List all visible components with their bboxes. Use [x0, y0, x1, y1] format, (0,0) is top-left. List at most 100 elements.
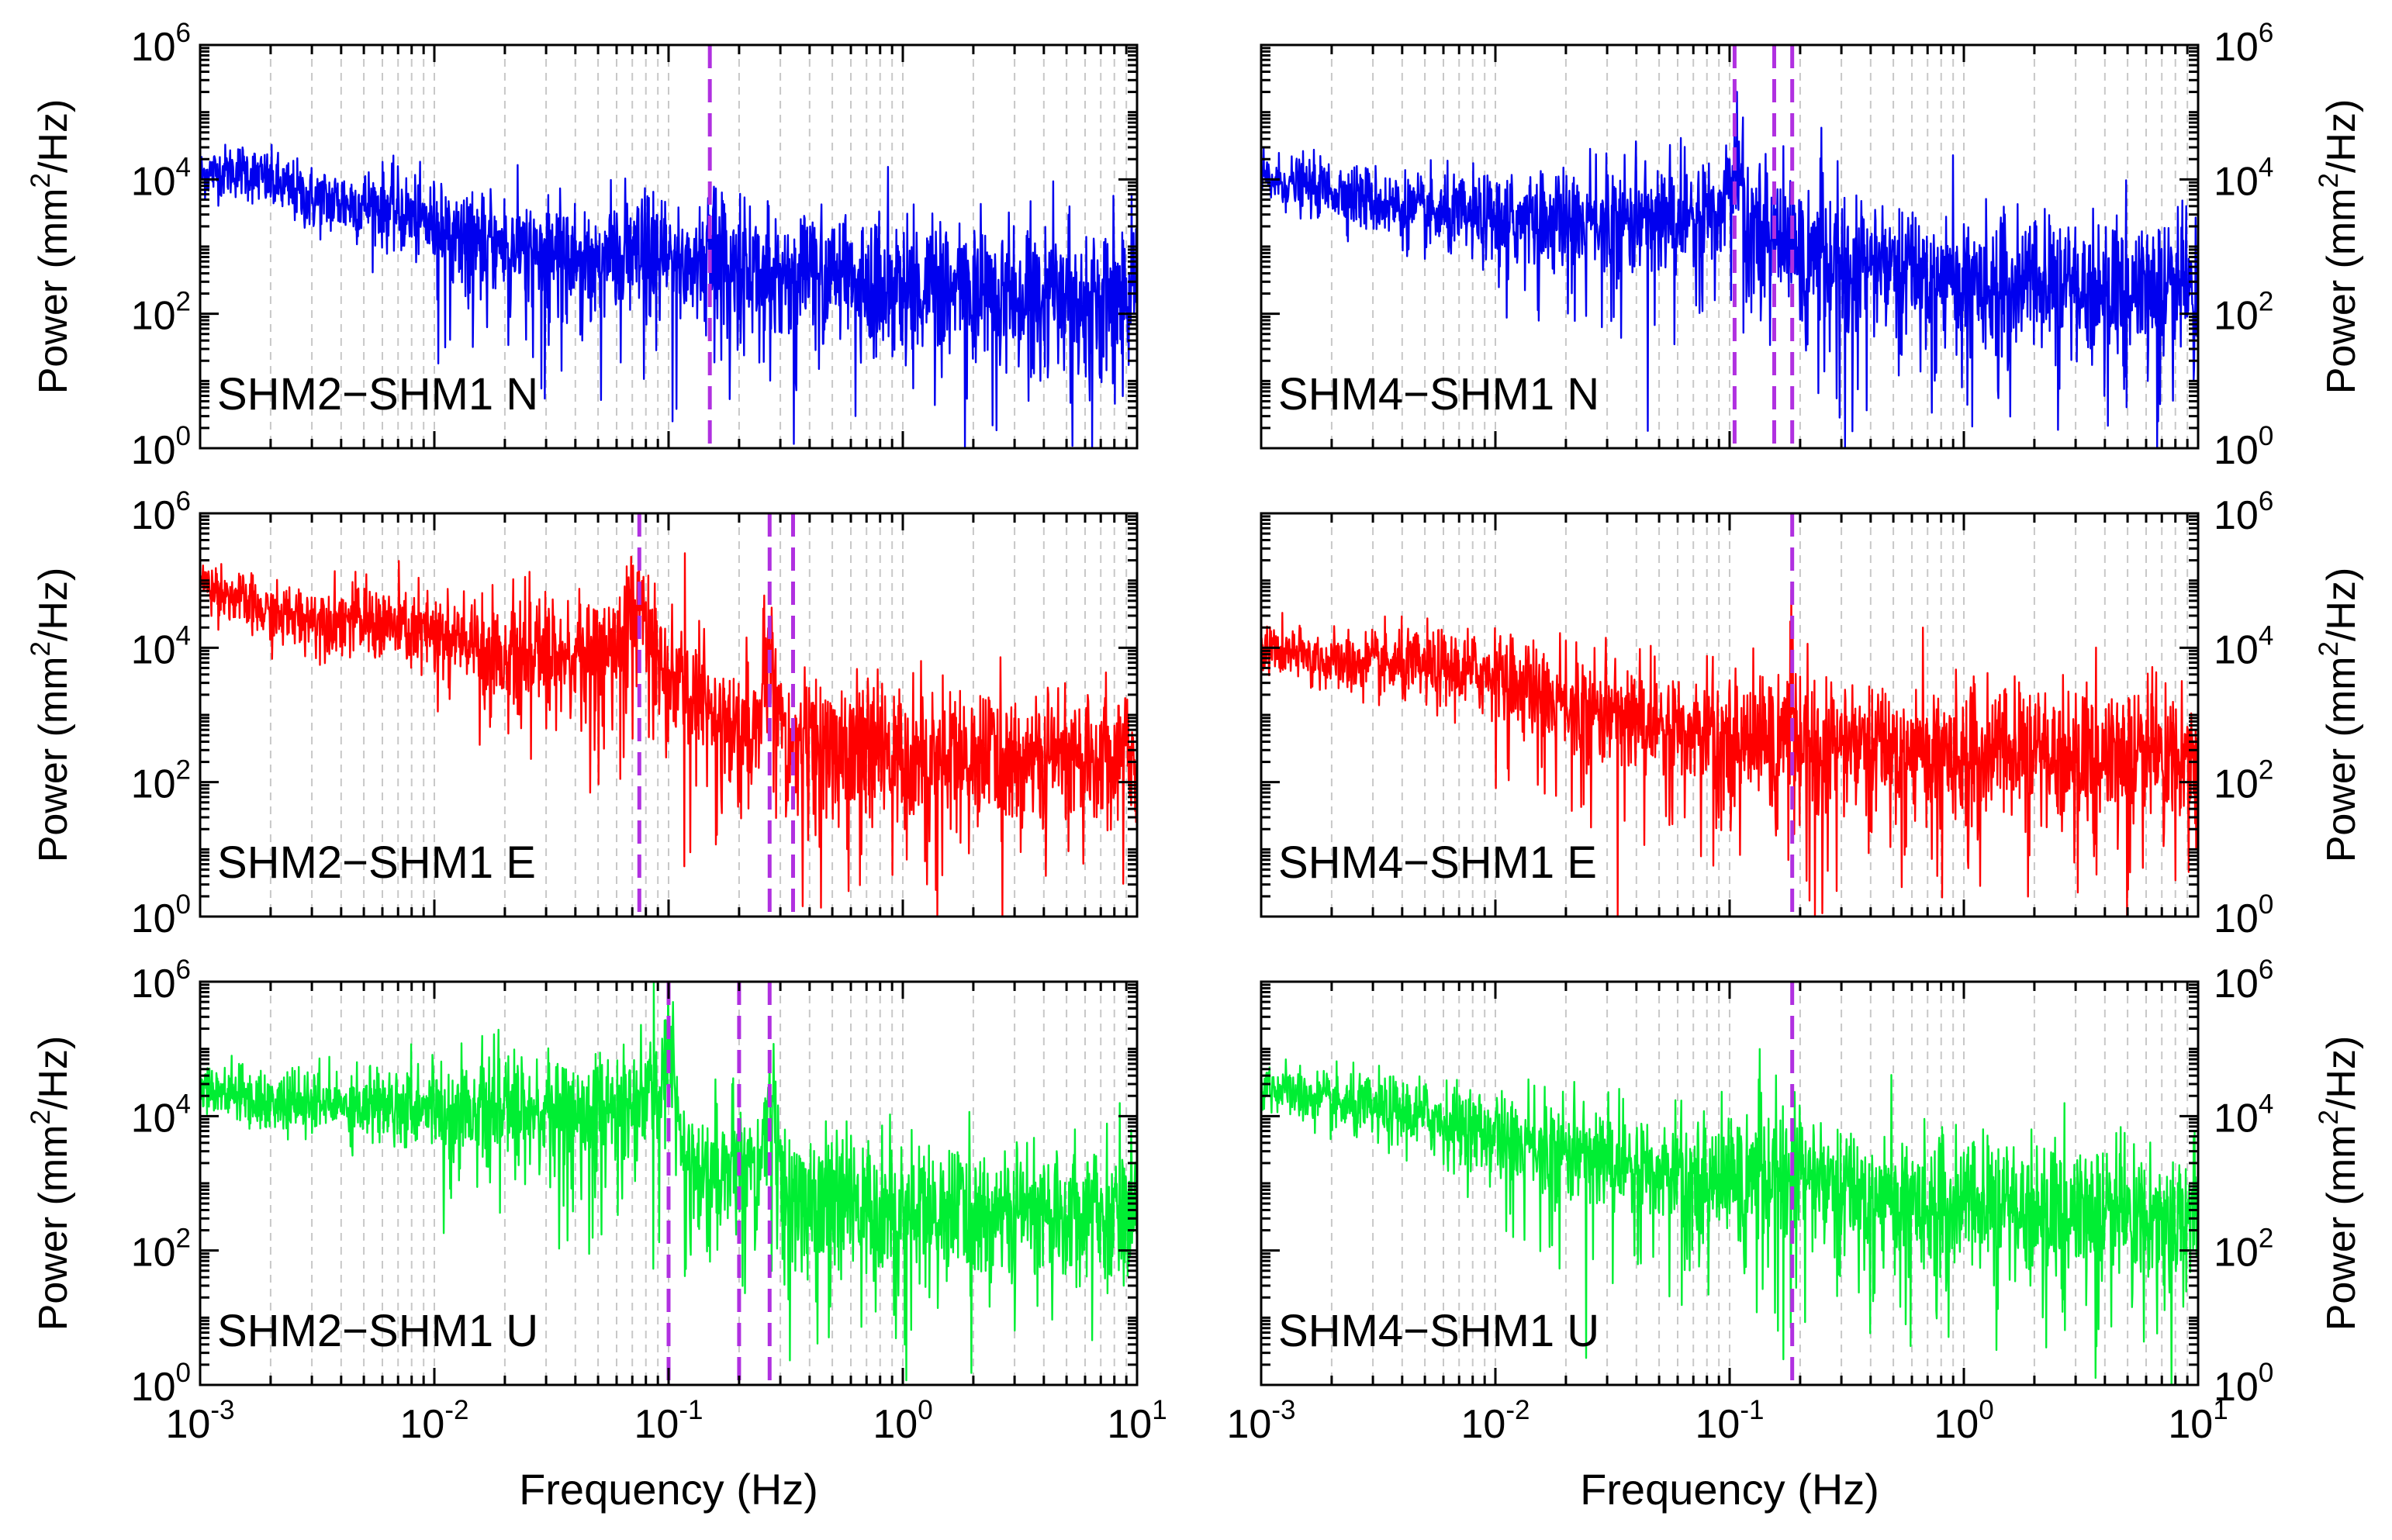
shm4-u-ytick-label-base: 10: [2214, 1231, 2259, 1276]
shm4-e-ytick-label-exp: 2: [2259, 755, 2273, 786]
shm2-n-ytick-label: 106: [131, 18, 191, 70]
shm4-n-ytick-label-base: 10: [2214, 428, 2259, 473]
shm4-n-axes: [1260, 43, 2200, 450]
shm4-e-axes: [1260, 512, 2200, 918]
shm2-u-ytick-label-exp: 2: [176, 1224, 191, 1254]
shm2-u-xtick-label-base: 10: [166, 1402, 211, 1447]
shm2-n-ytick-label: 102: [131, 287, 191, 339]
shm2-u-ytick-label-exp: 6: [176, 955, 191, 985]
shm4-e-ytick-label-base: 10: [2214, 493, 2259, 538]
shm4-e-ytick-label-exp: 0: [2259, 889, 2273, 920]
shm2-n-ylabel: Power (mm2/Hz): [26, 99, 76, 395]
shm4-u-ytick-label-exp: 0: [2259, 1358, 2273, 1388]
shm4-n-ytick-label-exp: 4: [2259, 152, 2273, 182]
shm2-u-xtick-label-base: 10: [1107, 1402, 1152, 1447]
shm2-n-ytick-label-base: 10: [131, 428, 176, 473]
shm2-u-xtick-label-exp: 0: [918, 1395, 932, 1425]
shm4-u-xlabel: Frequency (Hz): [1580, 1465, 1879, 1514]
shm4-e-ytick-label-base: 10: [2214, 762, 2259, 807]
shm2-e-ylabel: Power (mm2/Hz): [26, 568, 76, 863]
shm2-u-ytick-label-base: 10: [131, 1231, 176, 1276]
shm2-e-ytick-label: 102: [131, 755, 191, 807]
shm4-u-xtick-label-base: 10: [1461, 1402, 1506, 1447]
shm2-n-ytick-label-base: 10: [131, 294, 176, 339]
shm4-e-ytick-label-exp: 4: [2259, 620, 2273, 651]
shm2-e-series-line: [200, 552, 1137, 917]
shm2-u-panel-label: SHM2−SHM1 U: [217, 1306, 538, 1356]
shm2-n-ytick-label: 104: [131, 152, 191, 204]
shm4-e-ytick-label: 102: [2214, 755, 2273, 807]
ylabel-tail: /Hz): [31, 99, 76, 173]
shm4-n-ytick-label-exp: 0: [2259, 421, 2273, 451]
shm4-u-xtick-label-exp: -3: [1271, 1395, 1295, 1425]
shm2-u-ytick-label: 100: [131, 1358, 191, 1410]
shm2-u-ytick-label-base: 10: [131, 962, 176, 1007]
shm4-u-xtick-label: 101: [2168, 1395, 2228, 1447]
shm4-u-xtick-label-base: 10: [1934, 1402, 1979, 1447]
shm4-n-ylabel: Power (mm2/Hz): [2314, 99, 2364, 395]
shm2-e-ytick-label: 106: [131, 486, 191, 538]
shm4-e-series-line: [1261, 589, 2198, 917]
ylabel-sup: 2: [2314, 641, 2344, 656]
shm4-n-ytick-label-base: 10: [2214, 294, 2259, 339]
shm4-u-xtick-label-exp: -1: [1740, 1395, 1764, 1425]
shm4-u-xtick-label: 10-2: [1461, 1395, 1530, 1447]
shm2-n-axes: [199, 43, 1139, 450]
ylabel-sup: 2: [2314, 173, 2344, 188]
ylabel-main: Power (mm: [31, 657, 76, 863]
shm2-n-series-line: [200, 143, 1137, 448]
shm2-u-axes: [199, 980, 1139, 1386]
shm4-u-xtick-label: 100: [1934, 1395, 1993, 1447]
shm2-u-ylabel: Power (mm2/Hz): [26, 1036, 76, 1331]
shm2-u-ytick-label: 102: [131, 1224, 191, 1276]
shm2-e-ytick-label-base: 10: [131, 896, 176, 941]
shm2-u-xtick-label: 10-3: [166, 1395, 235, 1447]
shm2-n-ytick-label-exp: 2: [176, 287, 191, 317]
shm2-u-ytick-label-exp: 4: [176, 1089, 191, 1119]
shm4-u-axes: [1260, 980, 2200, 1386]
shm4-u-ytick-label: 104: [2214, 1089, 2273, 1141]
shm4-u-xtick-label: 10-3: [1227, 1395, 1296, 1447]
shm2-e-axes: [199, 512, 1139, 918]
ylabel-main: Power (mm: [31, 1125, 76, 1331]
shm2-u-ytick-label-base: 10: [131, 1096, 176, 1141]
shm4-u-xtick-label-base: 10: [1695, 1402, 1740, 1447]
ylabel-tail: /Hz): [31, 568, 76, 641]
shm4-u-xtick-label: 10-1: [1695, 1395, 1765, 1447]
shm2-u-xtick-label: 100: [873, 1395, 932, 1447]
ylabel-main: Power (mm: [2319, 657, 2364, 863]
shm4-e-ylabel: Power (mm2/Hz): [2314, 568, 2364, 863]
shm4-u-xtick-label-exp: 1: [2213, 1395, 2228, 1425]
ylabel-main: Power (mm: [31, 188, 76, 395]
shm4-n-ytick-label-exp: 2: [2259, 287, 2273, 317]
shm2-n-panel-label: SHM2−SHM1 N: [217, 369, 538, 420]
frame-layer: [199, 43, 2200, 1386]
ylabel-sup: 2: [26, 641, 56, 656]
shm2-e-ytick-label-exp: 0: [176, 889, 191, 920]
shm4-n-ytick-label-exp: 6: [2259, 18, 2273, 48]
shm2-n-ytick-label-exp: 0: [176, 421, 191, 451]
shm2-u-grid: [269, 982, 1128, 1385]
shm2-n-ytick-label-base: 10: [131, 159, 176, 204]
shm4-n-ytick-label: 102: [2214, 287, 2273, 339]
shm2-n-ytick-label-exp: 6: [176, 18, 191, 48]
shm2-u-xtick-label-base: 10: [400, 1402, 445, 1447]
shm2-e-ytick-label-exp: 4: [176, 620, 191, 651]
shm4-e-ytick-label: 106: [2214, 486, 2273, 538]
shm2-e-ytick-label: 100: [131, 889, 191, 941]
shm2-e-ytick-label-exp: 6: [176, 486, 191, 516]
shm2-e-ytick-label-base: 10: [131, 762, 176, 807]
shm4-n-ytick-label-base: 10: [2214, 159, 2259, 204]
data-layer: [200, 91, 2198, 1385]
shm4-u-series-line: [1261, 1048, 2198, 1385]
ylabel-sup: 2: [26, 173, 56, 188]
shm2-u-xtick-label-exp: -2: [444, 1395, 468, 1425]
shm4-e-panel-label: SHM4−SHM1 E: [1278, 837, 1597, 888]
shm2-u-ytick-label: 104: [131, 1089, 191, 1141]
shm2-u-xtick-label: 10-1: [634, 1395, 703, 1447]
ylabel-tail: /Hz): [2319, 99, 2364, 173]
shm4-u-ytick-label-base: 10: [2214, 1096, 2259, 1141]
shm4-e-ytick-label-base: 10: [2214, 627, 2259, 672]
ylabel-sup: 2: [2314, 1110, 2344, 1124]
shm4-u-panel-label: SHM4−SHM1 U: [1278, 1306, 1599, 1356]
